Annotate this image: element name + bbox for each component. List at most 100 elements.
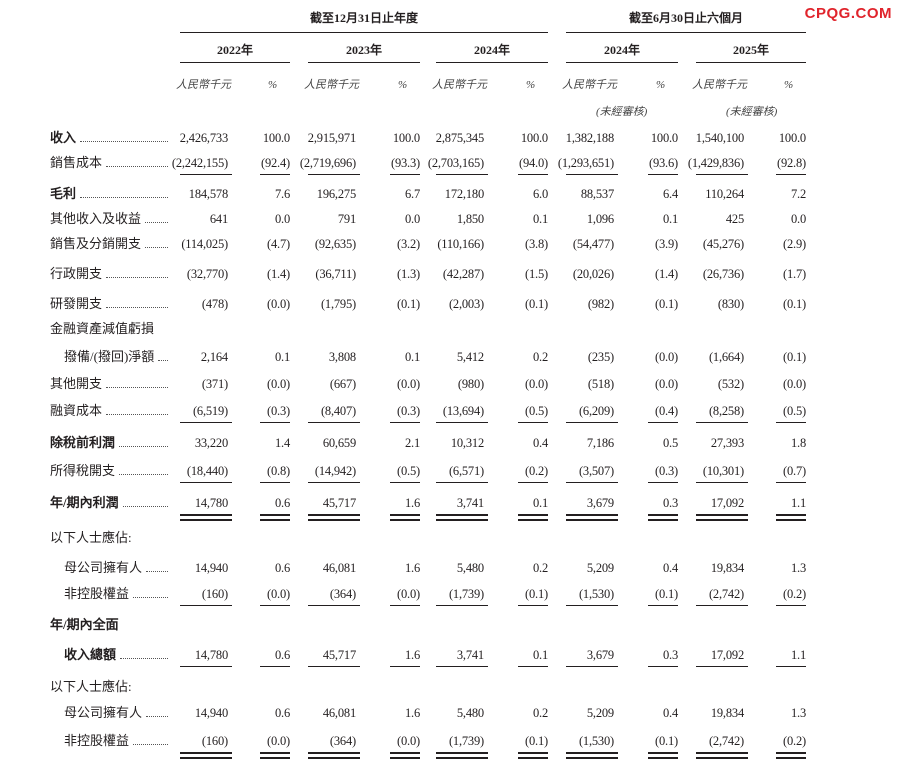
cell: 0.4 [662,561,678,575]
unaudited-note: (未經審核) [596,106,648,118]
dot-leader [122,506,168,507]
cell: (364) [329,734,356,748]
row-label: 收入總額 [64,647,117,662]
underline [566,605,618,606]
cell: (1,530) [578,587,614,601]
cell: (32,770) [186,267,228,281]
dot-leader [133,744,168,745]
year-header: 2025年 [732,43,769,57]
cell: (8,258) [708,404,744,418]
dot-leader [145,247,168,248]
double-underline [696,752,748,759]
row-label: 行政開支 [50,266,103,281]
cell: (980) [457,377,484,391]
dot-leader [119,474,168,475]
cell: (0.5) [397,464,420,478]
underline [436,666,488,667]
cell: 0.6 [274,648,290,662]
cell: (2.9) [783,237,806,251]
cell: 10,312 [450,436,484,450]
underline [518,666,548,667]
double-underline [566,752,618,759]
row-label: 年/期內全面 [50,617,119,632]
cell: 45,717 [322,648,356,662]
dot-leader [119,446,168,447]
dot-leader [106,166,168,167]
cell: 7,186 [586,436,614,450]
cell: 2,875,345 [435,131,484,145]
cell: 1.4 [274,436,290,450]
cell: (3.8) [525,237,548,251]
double-underline [776,514,806,521]
double-underline [776,752,806,759]
cell: (2,719,696) [299,156,356,170]
unit-label: % [656,79,666,91]
cell: 6.7 [404,187,420,201]
cell: (3,507) [578,464,614,478]
cell: (42,287) [442,267,484,281]
cell: 0.1 [532,648,548,662]
cell: 100.0 [392,131,420,145]
row-label: 非控股權益 [64,586,130,601]
underline [260,174,290,175]
underline [390,666,420,667]
cell: 14,940 [194,561,228,575]
cell: (0.1) [525,734,548,748]
double-underline [260,514,290,521]
cell: 14,780 [194,496,228,510]
cell: 14,940 [194,706,228,720]
cell: 1.1 [790,496,806,510]
underline [390,605,420,606]
cell: (982) [587,297,614,311]
underline [180,605,232,606]
cell: (0.0) [397,377,420,391]
cell: (1,530) [578,734,614,748]
cell: (1,429,836) [687,156,744,170]
cell: (0.0) [267,297,290,311]
row-label: 除稅前利潤 [50,435,116,450]
year-rule [696,62,806,63]
double-underline [566,514,618,521]
cell: 100.0 [262,131,290,145]
row-label: 毛利 [50,186,77,201]
underline [518,482,548,483]
group-header: 截至12月31日止年度 [309,11,418,25]
double-underline [436,514,488,521]
underline [776,482,806,483]
underline [260,422,290,423]
cell: (160) [201,587,228,601]
underline [776,422,806,423]
watermark: CPQG.COM [804,5,892,22]
dot-leader [106,307,168,308]
cell: 0.3 [662,496,678,510]
cell: 1.1 [790,648,806,662]
cell: (0.1) [525,297,548,311]
cell: (0.0) [525,377,548,391]
cell: (0.1) [655,297,678,311]
unaudited-note: (未經審核) [726,106,778,118]
cell: 3,741 [456,648,484,662]
group-header: 截至6月30日止六個月 [628,11,743,25]
cell: 1,540,100 [695,131,744,145]
cell: 3,679 [586,648,614,662]
cell: (20,026) [572,267,614,281]
cell: (92.4) [260,156,290,170]
underline [390,174,420,175]
underline [566,666,618,667]
unit-label: % [526,79,536,91]
row-label: 銷售成本 [50,155,103,170]
cell: (0.2) [783,587,806,601]
double-underline [518,752,548,759]
cell: (371) [201,377,228,391]
cell: (1,739) [448,587,484,601]
cell: (0.8) [267,464,290,478]
cell: 3,741 [456,496,484,510]
cell: 46,081 [322,706,356,720]
cell: 33,220 [194,436,228,450]
cell: 184,578 [188,187,228,201]
cell: 60,659 [322,436,356,450]
cell: (3.2) [397,237,420,251]
underline [180,482,232,483]
underline [648,174,678,175]
year-rule [566,62,678,63]
